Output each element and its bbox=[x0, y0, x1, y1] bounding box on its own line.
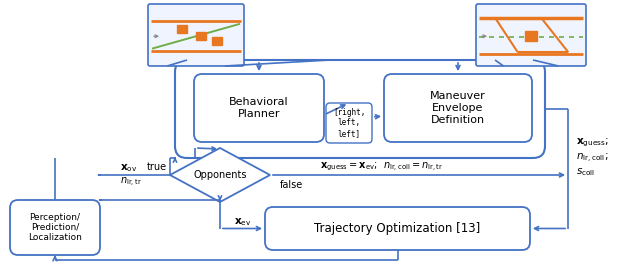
Bar bbox=[196, 32, 206, 40]
FancyBboxPatch shape bbox=[175, 60, 545, 158]
Text: Behavioral
Planner: Behavioral Planner bbox=[229, 97, 289, 119]
FancyBboxPatch shape bbox=[476, 4, 586, 66]
FancyBboxPatch shape bbox=[265, 207, 530, 250]
Text: Opponents: Opponents bbox=[193, 170, 247, 180]
FancyBboxPatch shape bbox=[194, 74, 324, 142]
FancyBboxPatch shape bbox=[384, 74, 532, 142]
Text: $n_{\rm lr,tr}$: $n_{\rm lr,tr}$ bbox=[120, 175, 142, 189]
Text: Maneuver
Envelope
Definition: Maneuver Envelope Definition bbox=[430, 91, 486, 125]
Text: false: false bbox=[280, 180, 303, 190]
Text: $\mathbf{x}_{\rm guess} = \mathbf{x}_{\rm ev}$;  $n_{\rm lr,coll} = n_{\rm lr,tr: $\mathbf{x}_{\rm guess} = \mathbf{x}_{\r… bbox=[320, 161, 444, 173]
Text: Trajectory Optimization [13]: Trajectory Optimization [13] bbox=[314, 222, 481, 235]
Text: [right,
left,
left]: [right, left, left] bbox=[333, 108, 365, 138]
Bar bbox=[525, 31, 537, 41]
Text: $\mathbf{x}_{\rm ov}$: $\mathbf{x}_{\rm ov}$ bbox=[120, 162, 138, 174]
Bar bbox=[177, 25, 187, 33]
Bar bbox=[212, 37, 222, 45]
FancyBboxPatch shape bbox=[326, 103, 372, 143]
FancyBboxPatch shape bbox=[10, 200, 100, 255]
Text: true: true bbox=[147, 162, 167, 172]
Text: $\mathbf{x}_{\rm guess}$;: $\mathbf{x}_{\rm guess}$; bbox=[576, 137, 609, 149]
Text: Perception/
Prediction/
Localization: Perception/ Prediction/ Localization bbox=[28, 213, 82, 242]
FancyBboxPatch shape bbox=[148, 4, 244, 66]
Text: $n_{\rm lr,coll}$;: $n_{\rm lr,coll}$; bbox=[576, 152, 609, 165]
Text: $s_{\rm coll}$: $s_{\rm coll}$ bbox=[576, 166, 595, 178]
Text: $\mathbf{x}_{\rm ev}$: $\mathbf{x}_{\rm ev}$ bbox=[234, 217, 251, 228]
Polygon shape bbox=[170, 148, 270, 202]
